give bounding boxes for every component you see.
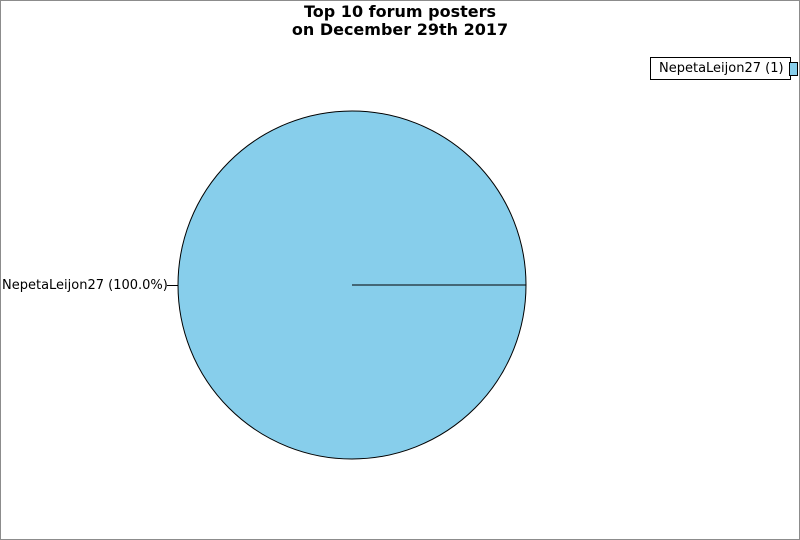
chart-title-line1: Top 10 forum posters [304, 2, 496, 21]
legend: NepetaLeijon27 (1) [650, 57, 798, 80]
legend-entry-label: NepetaLeijon27 (1) [659, 61, 784, 76]
chart-title: Top 10 forum posters on December 29th 20… [1, 3, 799, 39]
chart-title-line2: on December 29th 2017 [291, 20, 509, 39]
pie-slice-label: NepetaLeijon27 (100.0%) [2, 278, 168, 293]
legend-swatch-rect [788, 61, 798, 76]
legend-swatch-icon [788, 61, 798, 76]
